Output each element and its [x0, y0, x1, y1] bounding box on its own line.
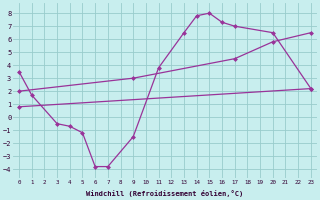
X-axis label: Windchill (Refroidissement éolien,°C): Windchill (Refroidissement éolien,°C) [86, 190, 244, 197]
